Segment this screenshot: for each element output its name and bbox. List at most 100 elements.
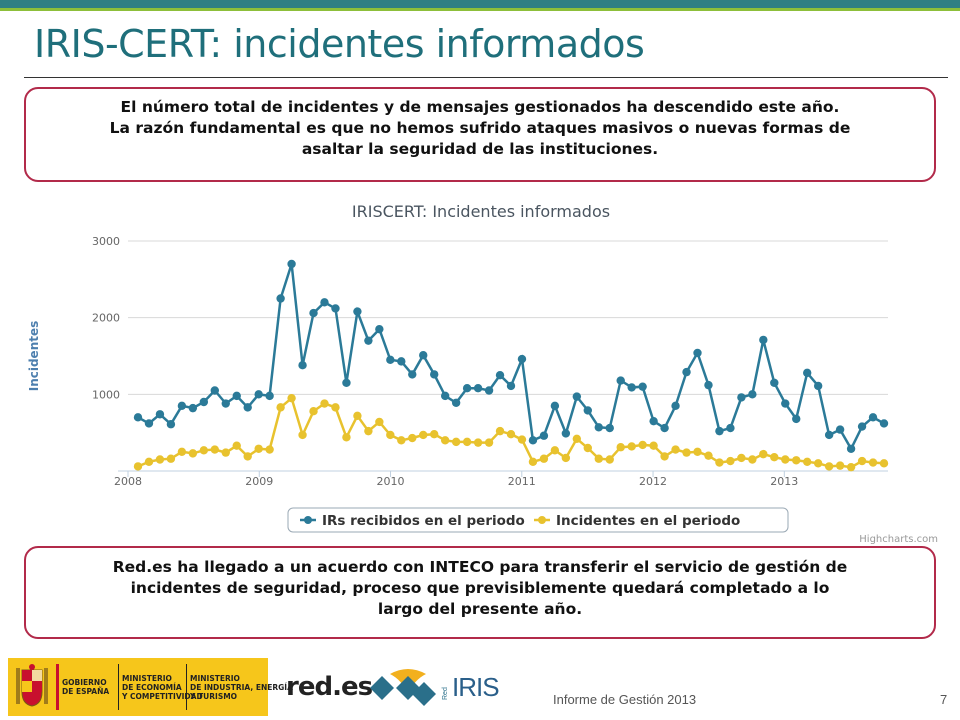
incidentes-data-point xyxy=(638,440,647,450)
title-divider xyxy=(24,77,948,78)
irs-data-point xyxy=(572,392,582,401)
legend-label: IRs recibidos en el periodo xyxy=(322,513,525,529)
incidentes-data-point xyxy=(342,433,351,442)
irs-data-point xyxy=(298,361,307,370)
incidentes-data-point xyxy=(671,445,680,454)
incidentes-data-point xyxy=(616,443,625,452)
irs-data-point xyxy=(726,423,735,433)
irs-data-point xyxy=(857,422,867,431)
y-tick-label: 1000 xyxy=(92,388,120,401)
incidentes-data-point xyxy=(166,454,176,463)
incidentes-data-point xyxy=(879,459,889,468)
incidentes-data-point xyxy=(605,455,614,464)
incidentes-data-point xyxy=(649,441,658,450)
incidents-line-chart: IRISCERT: Incidentes informados Incidente… xyxy=(27,202,938,545)
irs-data-point xyxy=(331,304,340,313)
x-tick-label: 2008 xyxy=(114,475,142,488)
irs-data-point xyxy=(715,426,724,436)
legend-label: Incidentes en el periodo xyxy=(556,513,740,529)
gobierno-label: GOBIERNO DE ESPAÑA xyxy=(62,678,110,696)
incidentes-data-point xyxy=(144,457,154,466)
legend-swatch-point xyxy=(304,516,312,524)
agreement-line: Red.es ha llegado a un acuerdo con INTEC… xyxy=(112,558,848,576)
irs-data-point xyxy=(144,419,154,428)
incidentes-data-point xyxy=(813,459,823,468)
irs-data-point xyxy=(210,386,219,395)
irs-data-point xyxy=(375,324,384,334)
irs-data-point xyxy=(232,391,241,401)
irs-data-point xyxy=(759,335,768,345)
irs-data-point xyxy=(265,391,274,401)
summary-callout: El número total de incidentes y de mensa… xyxy=(24,87,936,182)
incidentes-data-point xyxy=(781,455,790,464)
y-tick-label: 3000 xyxy=(92,235,120,248)
incidentes-data-point xyxy=(846,462,856,472)
incidentes-data-point xyxy=(440,436,450,445)
summary-line: La razón fundamental es que no hemos suf… xyxy=(109,119,851,137)
incidentes-data-point xyxy=(572,434,582,443)
irs-data-point xyxy=(682,367,691,377)
rediris-red-label: Red xyxy=(442,687,449,700)
incidentes-data-point xyxy=(386,430,395,440)
x-tick-label: 2009 xyxy=(245,475,273,488)
irs-series-line xyxy=(137,263,885,452)
x-tick-label: 2013 xyxy=(770,475,798,488)
irs-data-point xyxy=(462,384,472,393)
chart-credit: Highcharts.com xyxy=(859,534,938,545)
irs-data-point xyxy=(737,393,746,402)
irs-data-point xyxy=(561,429,571,438)
incidentes-data-point xyxy=(704,451,713,460)
irs-data-point xyxy=(506,381,516,391)
incidentes-data-point xyxy=(803,457,812,466)
irs-data-point xyxy=(638,382,647,391)
slide-title: IRIS-CERT: incidentes informados xyxy=(34,22,645,66)
incidentes-data-point xyxy=(759,449,768,459)
irs-data-point xyxy=(495,370,505,380)
irs-data-point xyxy=(517,354,527,364)
incidentes-data-point xyxy=(155,455,165,464)
irs-data-point xyxy=(254,390,263,399)
irs-data-point xyxy=(868,413,878,422)
irs-data-point xyxy=(824,430,834,440)
rediris-logo-icon xyxy=(370,669,436,706)
irs-data-point xyxy=(704,380,713,390)
irs-data-point xyxy=(803,368,812,378)
irs-data-point xyxy=(408,370,417,379)
incidentes-data-point xyxy=(506,430,516,439)
logo-divider xyxy=(186,664,187,710)
incidentes-data-point xyxy=(583,443,592,453)
irs-data-point xyxy=(440,391,450,401)
incidentes-data-point xyxy=(693,447,702,457)
incidentes-data-point xyxy=(276,403,285,412)
flag-stripe xyxy=(56,664,59,710)
incidentes-data-point xyxy=(353,411,362,420)
incidentes-data-point xyxy=(539,454,549,463)
incidentes-data-point xyxy=(320,399,329,408)
coat-of-arms-icon xyxy=(16,664,48,707)
irs-data-point xyxy=(594,423,603,432)
incidentes-data-point xyxy=(243,452,252,461)
irs-data-point xyxy=(671,401,680,411)
incidentes-data-point xyxy=(594,454,603,463)
irs-data-point xyxy=(879,419,889,428)
incidentes-data-point xyxy=(177,447,187,457)
irs-data-point xyxy=(781,399,790,408)
rediris-logo: IRIS xyxy=(452,672,500,702)
irs-data-point xyxy=(473,384,483,393)
incidentes-data-point xyxy=(748,455,757,464)
summary-line: asaltar la seguridad de las institucione… xyxy=(301,140,659,158)
irs-data-point xyxy=(419,351,428,360)
incidentes-data-point xyxy=(133,462,143,471)
incidentes-data-point xyxy=(375,417,384,427)
chart-title: IRISCERT: Incidentes informados xyxy=(352,202,610,221)
irs-data-point xyxy=(188,403,198,413)
irs-data-point xyxy=(364,336,373,345)
incidentes-data-point xyxy=(265,445,274,454)
incidentes-data-point xyxy=(737,453,746,463)
irs-data-point xyxy=(748,390,757,399)
irs-data-point xyxy=(792,414,801,424)
incidentes-data-point xyxy=(473,438,483,447)
irs-data-point xyxy=(386,355,395,365)
incidentes-data-point xyxy=(364,426,373,436)
irs-data-point xyxy=(309,308,318,318)
